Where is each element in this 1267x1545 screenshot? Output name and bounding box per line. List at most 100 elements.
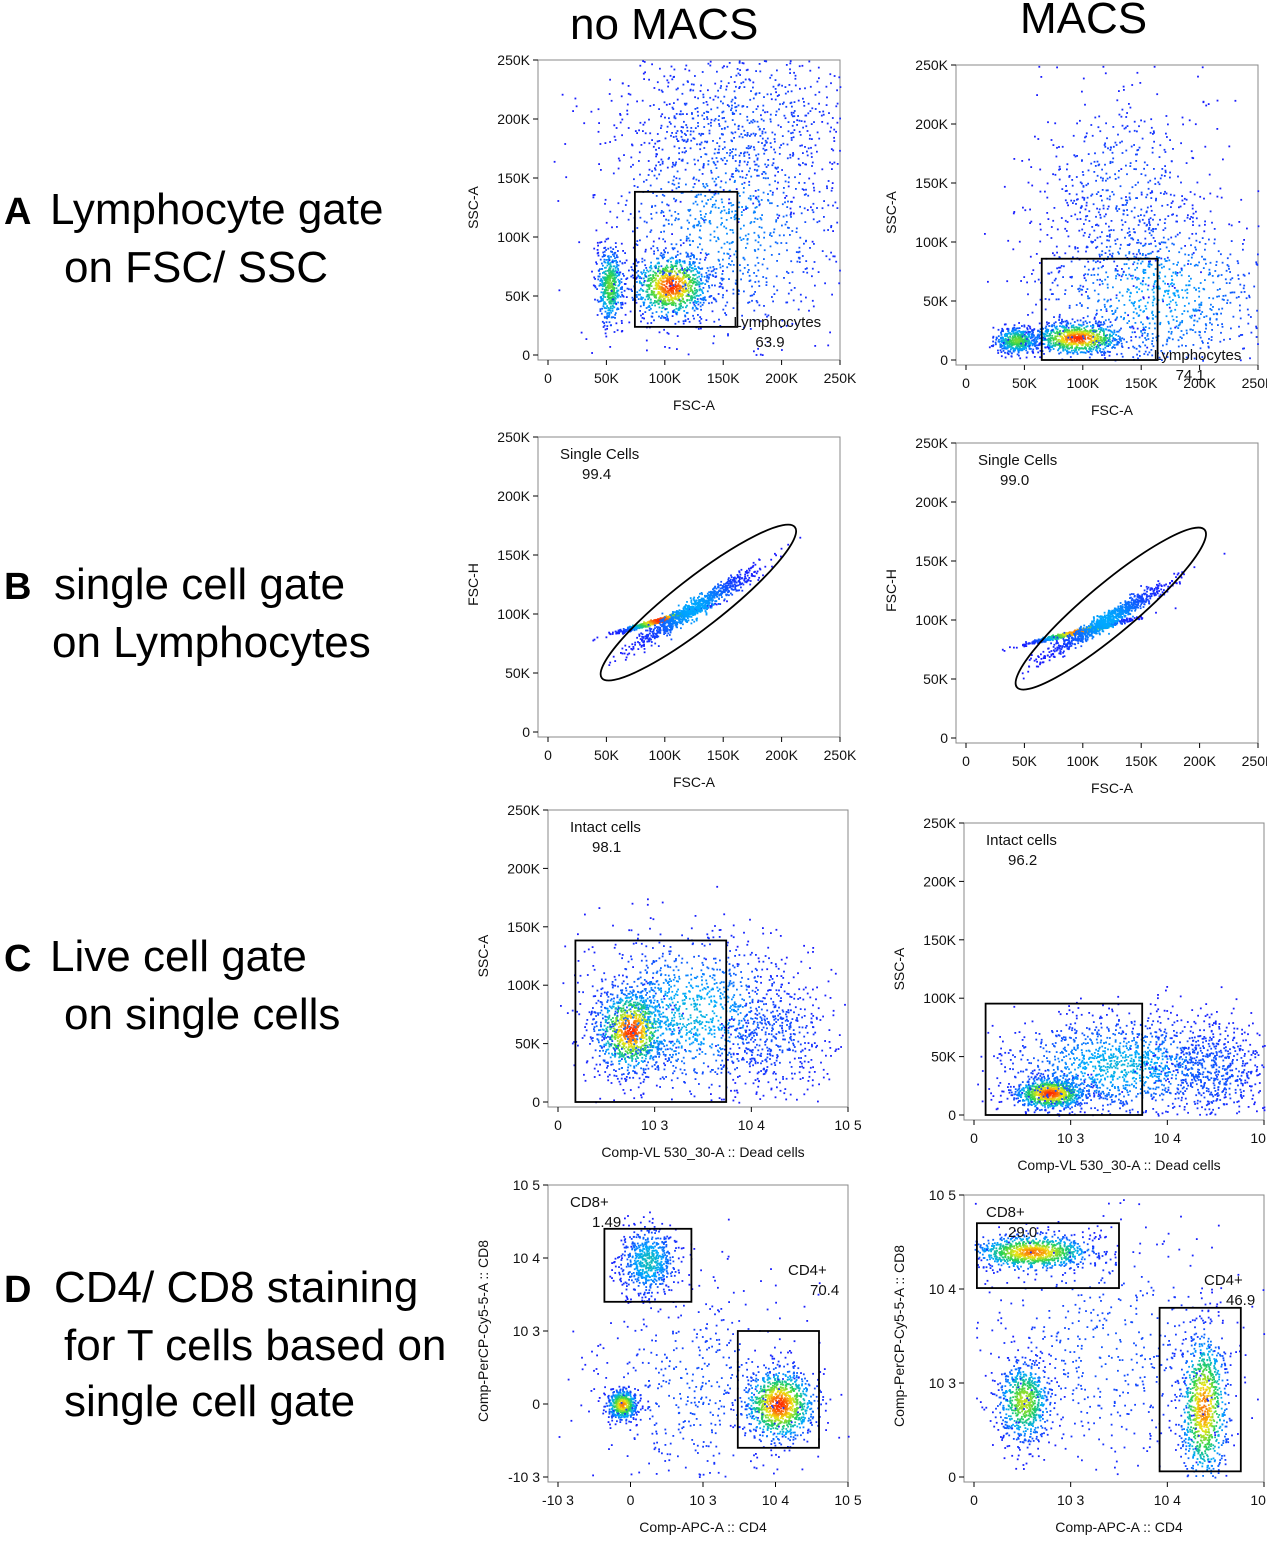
event-dot <box>1074 332 1076 334</box>
event-dot <box>605 288 608 291</box>
event-dot <box>1243 274 1246 277</box>
event-dot <box>612 253 614 256</box>
event-dot <box>607 237 610 240</box>
event-dot <box>615 291 617 294</box>
event-dot <box>613 292 616 295</box>
event-dot <box>1023 333 1026 336</box>
event-dot <box>608 259 611 262</box>
event-dot <box>723 252 725 255</box>
event-dot <box>1047 342 1050 345</box>
event-dot <box>1079 324 1082 327</box>
event-dot <box>643 301 646 304</box>
event-dot <box>705 213 707 215</box>
event-dot <box>748 78 751 81</box>
event-dot <box>1126 290 1129 293</box>
event-dot <box>665 273 667 275</box>
event-dot <box>1152 295 1155 298</box>
event-dot <box>658 282 661 285</box>
event-dot <box>597 278 600 281</box>
event-dot <box>648 142 651 145</box>
event-dot <box>1193 324 1195 327</box>
event-dot <box>682 289 685 292</box>
event-dot <box>661 286 663 288</box>
event-dot <box>1155 228 1157 230</box>
event-dot <box>1071 329 1073 332</box>
event-dot <box>1087 295 1089 298</box>
event-dot <box>1192 344 1195 346</box>
event-dot <box>677 287 680 290</box>
event-dot <box>616 292 619 295</box>
event-dot <box>1118 329 1121 332</box>
event-dot <box>694 195 697 198</box>
event-dot <box>657 281 660 283</box>
event-dot <box>653 296 656 299</box>
event-dot <box>698 222 701 225</box>
event-dot <box>826 185 828 188</box>
event-dot <box>811 165 813 167</box>
event-dot <box>1112 346 1115 348</box>
event-dot <box>614 284 617 286</box>
event-dot <box>1116 273 1119 275</box>
event-dot <box>678 152 680 155</box>
event-dot <box>776 187 778 190</box>
event-dot <box>821 207 824 210</box>
event-dot <box>1193 357 1196 360</box>
event-dot <box>1024 340 1027 343</box>
event-dot <box>597 251 600 254</box>
event-dot <box>1169 310 1172 313</box>
event-dot <box>772 231 775 234</box>
event-dot <box>1141 283 1144 286</box>
event-dot <box>1050 346 1053 348</box>
event-dot <box>609 270 612 272</box>
event-dot <box>606 274 609 277</box>
event-dot <box>791 200 793 203</box>
event-dot <box>722 308 725 311</box>
event-dot <box>1002 339 1005 341</box>
event-dot <box>620 306 622 309</box>
y-axis-label: SSC-A <box>465 185 481 228</box>
event-dot <box>1091 332 1093 335</box>
event-dot <box>652 270 655 273</box>
event-dot <box>616 271 618 273</box>
event-dot <box>667 223 670 225</box>
event-dot <box>721 279 724 282</box>
event-dot <box>789 62 792 65</box>
event-dot <box>737 293 740 295</box>
event-dot <box>1197 287 1200 289</box>
event-dot <box>1059 341 1062 343</box>
event-dot <box>622 273 624 275</box>
gate-name-label: Lymphocytes <box>733 314 821 331</box>
event-dot <box>656 81 659 84</box>
event-dot <box>1058 347 1060 350</box>
event-dot <box>992 335 995 338</box>
event-dot <box>1093 339 1096 342</box>
event-dot <box>659 279 662 282</box>
event-dot <box>1104 278 1107 281</box>
event-dot <box>737 104 740 107</box>
event-dot <box>1092 348 1095 351</box>
event-dot <box>666 317 669 320</box>
event-dot <box>795 231 798 233</box>
event-dot <box>698 289 701 292</box>
event-dot <box>1165 192 1168 195</box>
event-dot <box>1208 268 1211 271</box>
event-dot <box>789 72 791 74</box>
event-dot <box>744 234 747 237</box>
event-dot <box>618 282 621 285</box>
event-dot <box>655 282 658 285</box>
event-dot <box>1085 347 1087 350</box>
event-dot <box>637 293 640 296</box>
event-dot <box>720 85 722 87</box>
event-dot <box>772 158 775 160</box>
event-dot <box>755 300 758 302</box>
event-dot <box>697 328 700 330</box>
event-dot <box>1062 326 1065 329</box>
event-dot <box>673 247 676 250</box>
event-dot <box>650 282 652 284</box>
event-dot <box>649 269 652 272</box>
event-dot <box>604 283 606 286</box>
event-dot <box>1135 312 1138 315</box>
event-dot <box>996 337 998 340</box>
event-dot <box>1156 250 1159 253</box>
event-dot <box>1141 334 1144 337</box>
